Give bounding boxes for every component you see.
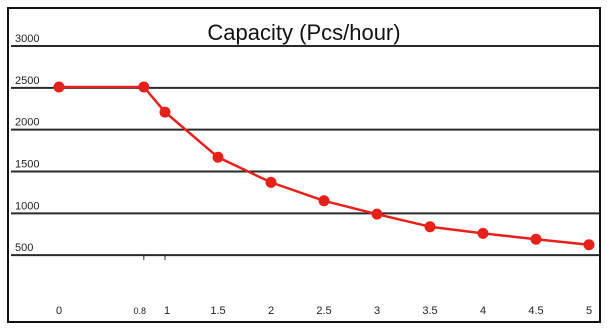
data-point [318,195,330,207]
series-line [59,85,590,246]
x-tick-label: 0 [56,305,62,317]
data-point [371,208,383,220]
y-axis-ticks: 3000 2500 2000 1500 1000 500 [15,33,39,254]
data-point [477,227,489,239]
data-point [530,233,542,245]
y-tick-label: 1000 [15,200,39,212]
y-tick-label: 1500 [15,159,39,171]
grid-lines [11,45,599,257]
y-tick-label: 500 [15,242,33,254]
y-tick-label: 2500 [15,75,39,87]
x-tick-label: 5 [586,305,592,317]
data-point [212,151,224,163]
data-point [138,81,150,93]
data-point [159,106,171,118]
chart-frame [7,7,601,323]
x-tick-label: 2 [268,305,274,317]
x-tick-label: 1 [164,305,170,317]
y-tick-label: 3000 [15,33,39,45]
x-tick-label: 1.5 [210,305,225,317]
y-tick-label: 2000 [15,117,39,129]
x-axis-ticks: 0 0.8 1 1.5 2 2.5 3 3.5 4 4.5 5 [56,254,592,317]
data-point [583,239,595,251]
data-point [424,221,436,233]
x-tick-label: 0.8 [134,306,147,316]
x-tick-label: 2.5 [316,305,331,317]
x-tick-label: 3 [374,305,380,317]
x-tick-label: 4.5 [528,305,543,317]
chart-title: Capacity (Pcs/hour) [207,20,400,45]
series-group [53,81,595,251]
data-point [265,176,277,188]
x-tick-label: 3.5 [422,305,437,317]
data-point [53,81,65,93]
x-tick-label: 4 [480,305,486,317]
